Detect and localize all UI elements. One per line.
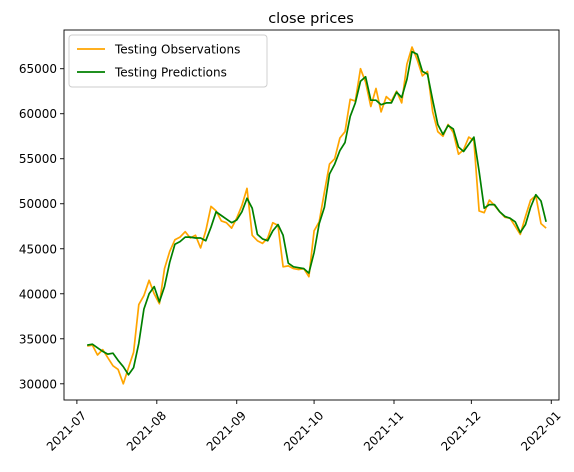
- legend-label-predictions: Testing Predictions: [114, 66, 227, 80]
- legend: Testing Observations Testing Predictions: [68, 34, 268, 88]
- y-tick-label: 30000: [19, 377, 57, 391]
- x-tick-label: 2021-10: [281, 408, 326, 453]
- y-tick-label: 60000: [19, 107, 57, 121]
- axes-frame: [63, 29, 560, 401]
- x-tick-label: 2022-01: [518, 408, 563, 453]
- chart-title: close prices: [268, 11, 354, 27]
- x-tick-label: 2021-12: [438, 408, 483, 453]
- x-tick-label: 2021-11: [361, 408, 406, 453]
- y-tick-label: 40000: [19, 287, 57, 301]
- legend-box: [68, 34, 268, 88]
- x-tick-label: 2021-09: [204, 408, 249, 453]
- x-axis: 2021-07 2021-08 2021-09 2021-10 2021-11 2021-…: [44, 400, 564, 454]
- y-axis: 30000 35000 40000 45000 50000 55000 60000 65000: [19, 62, 64, 391]
- legend-label-observations: Testing Observations: [114, 43, 240, 57]
- x-tick-label: 2021-08: [124, 408, 169, 453]
- y-tick-label: 35000: [19, 332, 57, 346]
- y-tick-label: 55000: [19, 152, 57, 166]
- plot-area: [87, 46, 547, 385]
- series-line-observations: [87, 46, 547, 385]
- series-line-predictions: [87, 50, 547, 376]
- y-tick-label: 45000: [19, 242, 57, 256]
- y-tick-label: 65000: [19, 62, 57, 76]
- y-tick-label: 50000: [19, 197, 57, 211]
- x-tick-label: 2021-07: [44, 408, 89, 453]
